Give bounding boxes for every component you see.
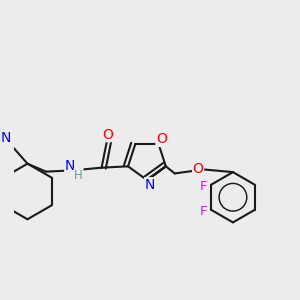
Text: O: O <box>102 128 113 142</box>
Text: H: H <box>74 169 83 182</box>
Text: N: N <box>65 159 75 172</box>
Text: F: F <box>200 180 207 193</box>
Text: N: N <box>145 178 155 192</box>
Text: N: N <box>1 131 11 146</box>
Text: F: F <box>200 205 207 218</box>
Text: O: O <box>156 132 167 146</box>
Text: O: O <box>193 161 204 176</box>
